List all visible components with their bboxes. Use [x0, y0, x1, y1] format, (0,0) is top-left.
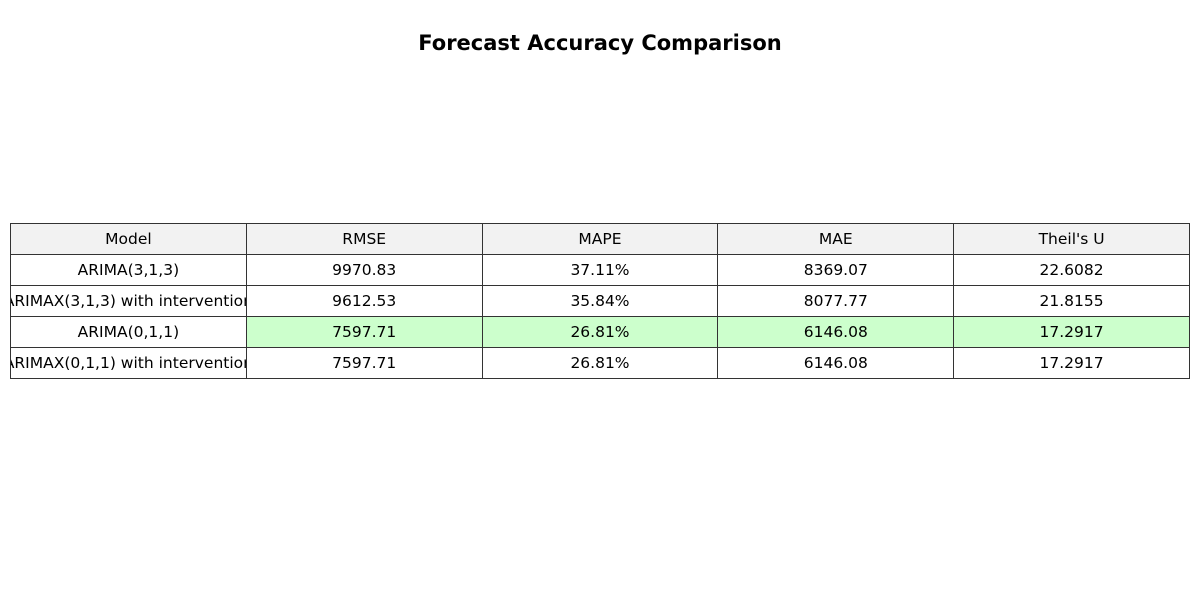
- cell-rmse: 7597.71: [245, 347, 483, 379]
- table-body: ARIMA(3,1,3) 9970.83 37.11% 8369.07 22.6082 A…: [10, 254, 1190, 379]
- model-name: ARIMA(0,1,1): [77, 323, 180, 341]
- column-header-mae: MAE: [717, 223, 955, 255]
- table-row: ARIMAX(0,1,1) with intervention 7597.71 26…: [10, 347, 1190, 379]
- column-header-mape: MAPE: [481, 223, 719, 255]
- cell-theils-u: 22.6082: [953, 254, 1190, 286]
- column-header-theils-u: Theil's U: [953, 223, 1190, 255]
- cell-mae: 8077.77: [717, 285, 955, 317]
- table-row: ARIMAX(3,1,3) with intervention 9612.53 35…: [10, 285, 1190, 317]
- cell-theils-u: 21.8155: [953, 285, 1190, 317]
- cell-theils-u: 17.2917: [953, 316, 1190, 348]
- table-header-row: Model RMSE MAPE MAE Theil's U: [10, 223, 1190, 255]
- cell-mape: 37.11%: [481, 254, 719, 286]
- cell-theils-u: 17.2917: [953, 347, 1190, 379]
- cell-model: ARIMAX(0,1,1) with intervention: [10, 347, 247, 379]
- metrics-table-container: Model RMSE MAPE MAE Theil's U ARIMA(3,1,…: [10, 223, 1190, 379]
- cell-rmse: 9612.53: [245, 285, 483, 317]
- table-row: ARIMA(0,1,1) 7597.71 26.81% 6146.08 17.2917: [10, 316, 1190, 348]
- column-header-model: Model: [10, 223, 247, 255]
- cell-rmse: 9970.83: [245, 254, 483, 286]
- cell-rmse: 7597.71: [245, 316, 483, 348]
- cell-mape: 26.81%: [481, 316, 719, 348]
- cell-model: ARIMAX(3,1,3) with intervention: [10, 285, 247, 317]
- cell-mape: 26.81%: [481, 347, 719, 379]
- cell-mae: 6146.08: [717, 347, 955, 379]
- model-name: ARIMAX(3,1,3) with intervention: [10, 292, 247, 310]
- cell-mae: 6146.08: [717, 316, 955, 348]
- chart-title: Forecast Accuracy Comparison: [418, 31, 782, 55]
- model-name: ARIMAX(0,1,1) with intervention: [10, 354, 247, 372]
- cell-mae: 8369.07: [717, 254, 955, 286]
- metrics-table: Model RMSE MAPE MAE Theil's U ARIMA(3,1,…: [10, 223, 1190, 379]
- column-header-rmse: RMSE: [245, 223, 483, 255]
- cell-mape: 35.84%: [481, 285, 719, 317]
- table-row: ARIMA(3,1,3) 9970.83 37.11% 8369.07 22.6082: [10, 254, 1190, 286]
- cell-model: ARIMA(3,1,3): [10, 254, 247, 286]
- cell-model: ARIMA(0,1,1): [10, 316, 247, 348]
- model-name: ARIMA(3,1,3): [77, 261, 180, 279]
